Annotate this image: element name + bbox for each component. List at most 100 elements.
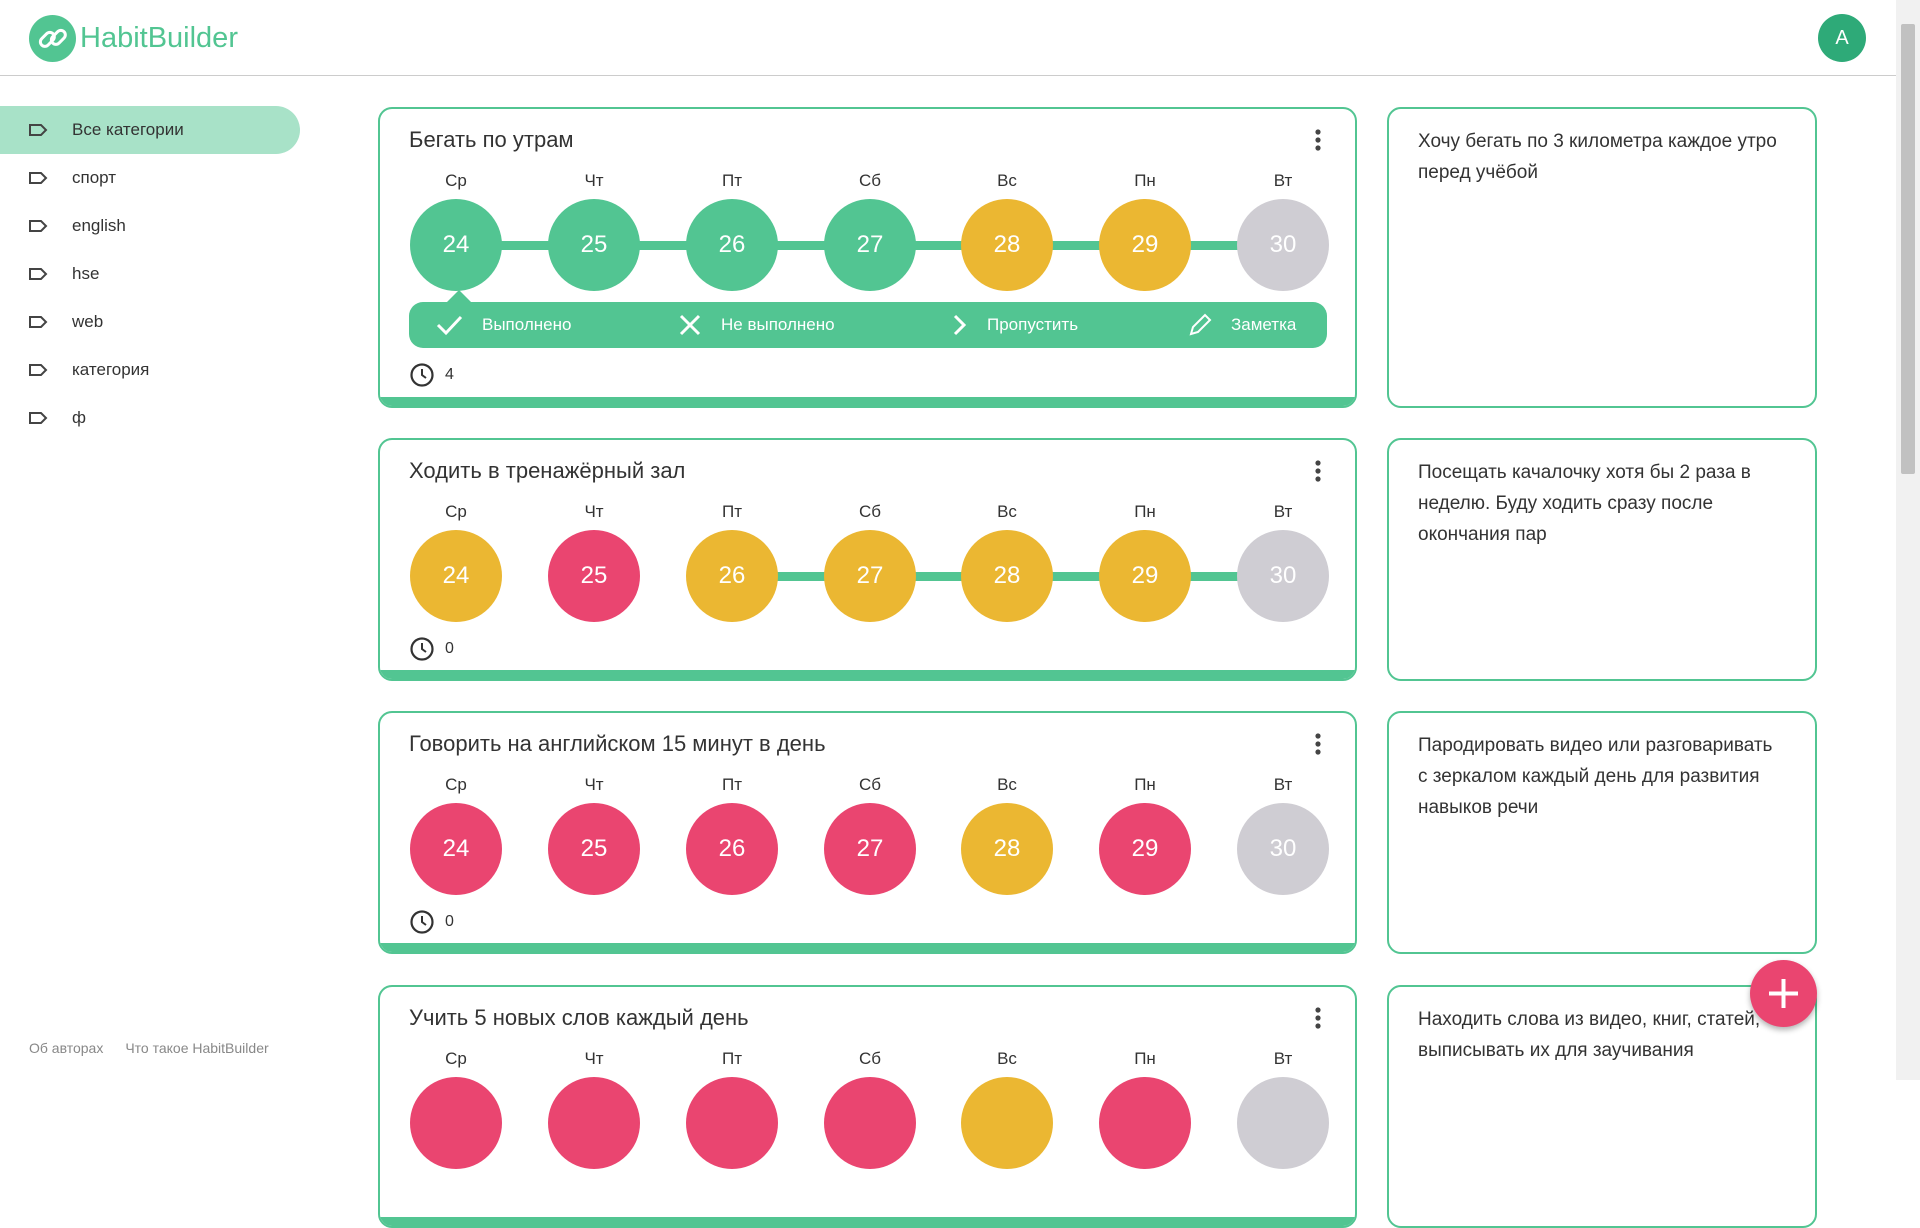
day-circle[interactable]: 28 bbox=[961, 530, 1053, 622]
action-label[interactable]: Выполнено bbox=[482, 315, 572, 334]
streak-link bbox=[1047, 572, 1105, 581]
day-circle[interactable]: 29 bbox=[1099, 803, 1191, 895]
habit-note: Посещать качалочку хотя бы 2 раза в неде… bbox=[1387, 438, 1817, 681]
footer-link[interactable]: Что такое HabitBuilder bbox=[125, 1040, 269, 1056]
day-circle[interactable] bbox=[824, 1077, 916, 1169]
day-circle[interactable]: 26 bbox=[686, 803, 778, 895]
action-label[interactable]: Не выполнено bbox=[721, 315, 835, 334]
action-label[interactable]: Пропустить bbox=[987, 315, 1079, 334]
category-label[interactable]: english bbox=[72, 216, 126, 235]
category-item[interactable]: hse bbox=[0, 250, 300, 298]
menu-button[interactable] bbox=[1315, 460, 1321, 487]
day-circle[interactable]: 24 bbox=[410, 803, 502, 895]
scrollbar[interactable] bbox=[1896, 0, 1920, 1080]
category-item[interactable]: ф bbox=[0, 394, 300, 442]
day-circle[interactable]: 25 bbox=[548, 199, 640, 291]
category-item[interactable]: english bbox=[0, 202, 300, 250]
weekday-label: Чт bbox=[584, 775, 604, 794]
streak-link bbox=[772, 241, 830, 250]
category-item[interactable]: Все категории bbox=[0, 106, 300, 154]
habit-title: Бегать по утрам bbox=[409, 127, 574, 152]
action-button[interactable]: Выполнено bbox=[434, 302, 571, 348]
habit-note: Хочу бегать по 3 километра каждое утро п… bbox=[1387, 107, 1817, 408]
header: HabitBuilder A bbox=[0, 0, 1896, 76]
scroll-thumb[interactable] bbox=[1901, 24, 1915, 474]
count-value: 0 bbox=[445, 640, 454, 657]
day-circle[interactable]: 28 bbox=[961, 199, 1053, 291]
day-circle[interactable]: 30 bbox=[1237, 199, 1329, 291]
day-circle[interactable]: 30 bbox=[1237, 803, 1329, 895]
progress-bar bbox=[380, 397, 1355, 406]
category-item[interactable]: категория bbox=[0, 346, 300, 394]
day-circle[interactable]: 29 bbox=[1099, 199, 1191, 291]
category-label[interactable]: Все категории bbox=[72, 120, 184, 139]
habit-title: Ходить в тренажёрный зал bbox=[409, 458, 686, 483]
weekday-label: Вт bbox=[1273, 1049, 1293, 1068]
day-circle[interactable]: 27 bbox=[824, 803, 916, 895]
action-button[interactable]: Не выполнено bbox=[677, 302, 835, 348]
day-circle[interactable]: 29 bbox=[1099, 530, 1191, 622]
day-circle[interactable]: 27 bbox=[824, 199, 916, 291]
streak-link bbox=[1047, 241, 1105, 250]
category-label[interactable]: ф bbox=[72, 408, 86, 427]
streak-link bbox=[772, 572, 830, 581]
day-circle[interactable]: 28 bbox=[961, 803, 1053, 895]
weekday-label: Пт bbox=[721, 1049, 742, 1068]
streak-link bbox=[634, 241, 692, 250]
day-circle[interactable]: 26 bbox=[686, 530, 778, 622]
category-label[interactable]: спорт bbox=[72, 168, 117, 187]
weekday-label: Сб bbox=[858, 1049, 881, 1068]
action-button[interactable]: Заметка bbox=[1187, 302, 1296, 348]
logo[interactable]: HabitBuilder bbox=[80, 22, 238, 54]
weekday-label: Вс bbox=[997, 171, 1017, 190]
category-label[interactable]: web bbox=[72, 312, 104, 331]
habit-note: Пародировать видео или разговаривать с з… bbox=[1387, 711, 1817, 954]
footer-link[interactable]: Об авторах bbox=[29, 1040, 104, 1056]
day-circle[interactable]: 24 bbox=[410, 530, 502, 622]
weekday-label: Пн bbox=[1134, 1049, 1156, 1068]
day-circle[interactable]: 25 bbox=[548, 530, 640, 622]
weekday-label: Пн bbox=[1134, 502, 1156, 521]
day-circle[interactable] bbox=[548, 1077, 640, 1169]
day-circle[interactable] bbox=[1237, 1077, 1329, 1169]
category-item[interactable]: спорт bbox=[0, 154, 300, 202]
day-circle[interactable]: 30 bbox=[1237, 530, 1329, 622]
weekday-label: Ср bbox=[445, 502, 467, 521]
count-value: 4 bbox=[445, 366, 454, 383]
sidebar: Все категории спорт english hse web категория… bbox=[0, 106, 300, 442]
day-circle[interactable] bbox=[961, 1077, 1053, 1169]
category-label[interactable]: hse bbox=[72, 264, 100, 283]
add-button[interactable] bbox=[1750, 960, 1817, 1027]
streak-link bbox=[496, 241, 554, 250]
habit-title: Говорить на английском 15 минут в день bbox=[409, 731, 826, 756]
category-item[interactable]: web bbox=[0, 298, 300, 346]
action-label[interactable]: Заметка bbox=[1231, 315, 1297, 334]
day-circle[interactable] bbox=[1099, 1077, 1191, 1169]
day-circle[interactable]: 24 bbox=[410, 199, 502, 291]
streak-link bbox=[1185, 241, 1243, 250]
logo-icon[interactable] bbox=[29, 15, 76, 62]
avatar[interactable]: A bbox=[1818, 14, 1866, 62]
day-circle[interactable]: 27 bbox=[824, 530, 916, 622]
habit-title: Учить 5 новых слов каждый день bbox=[409, 1005, 749, 1030]
streak-link bbox=[910, 572, 967, 581]
habit-card: Бегать по утрам Ср 24 Чт 25 Пт 26 Сб 27 Вс 28 Пн 29 В… bbox=[378, 107, 1357, 408]
action-button[interactable]: Пропустить bbox=[949, 302, 1078, 348]
day-circle[interactable]: 25 bbox=[548, 803, 640, 895]
menu-button[interactable] bbox=[1315, 1007, 1321, 1034]
streak-count: 4 bbox=[409, 362, 454, 388]
category-label[interactable]: категория bbox=[72, 360, 150, 379]
weekday-label: Вс bbox=[997, 502, 1017, 521]
day-circle[interactable] bbox=[410, 1077, 502, 1169]
weekday-label: Ср bbox=[445, 1049, 467, 1068]
weekday-label: Вт bbox=[1273, 171, 1293, 190]
menu-button[interactable] bbox=[1315, 129, 1321, 156]
menu-button[interactable] bbox=[1315, 733, 1321, 760]
weekday-label: Ср bbox=[445, 775, 467, 794]
day-circle[interactable]: 26 bbox=[686, 199, 778, 291]
day-circle[interactable] bbox=[686, 1077, 778, 1169]
streak-link bbox=[910, 241, 967, 250]
weekday-label: Пн bbox=[1134, 775, 1156, 794]
weekday-label: Чт bbox=[584, 502, 604, 521]
